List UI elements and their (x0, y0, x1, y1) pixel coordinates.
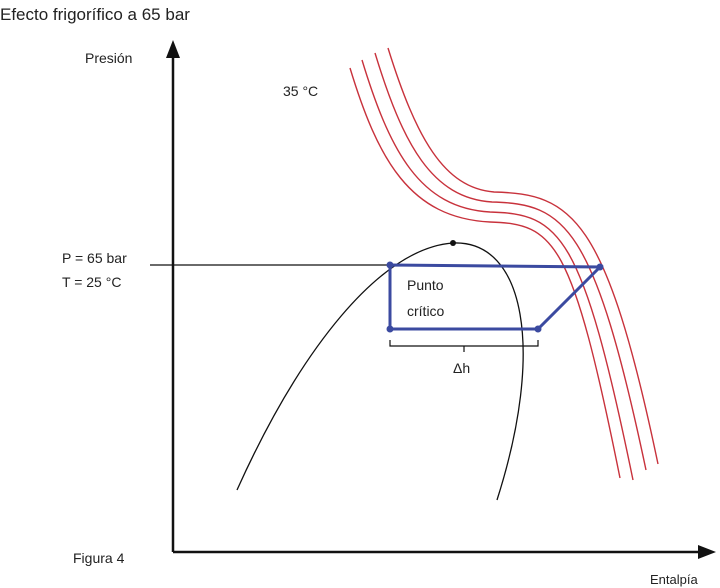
cycle-points (386, 261, 604, 333)
temperature-label: T = 25 °C (62, 274, 121, 290)
y-axis-label: Presión (85, 50, 132, 66)
isotherms (349, 47, 659, 481)
pressure-label: P = 65 bar (62, 250, 127, 266)
axes (166, 40, 716, 559)
figure-label: Figura 4 (73, 550, 125, 566)
point-label: crítico (407, 303, 445, 319)
title: Efecto frigorífico a 65 bar (0, 5, 190, 24)
point-label: Punto (407, 277, 444, 293)
x-axis-label: Entalpía (650, 572, 698, 587)
critical-point (450, 240, 456, 246)
delta-bracket (389, 340, 539, 352)
cycle (388, 263, 604, 331)
delta-label: Δh (453, 360, 470, 376)
saturation-dome (236, 242, 524, 501)
isotherm-label: 35 °C (283, 83, 318, 99)
